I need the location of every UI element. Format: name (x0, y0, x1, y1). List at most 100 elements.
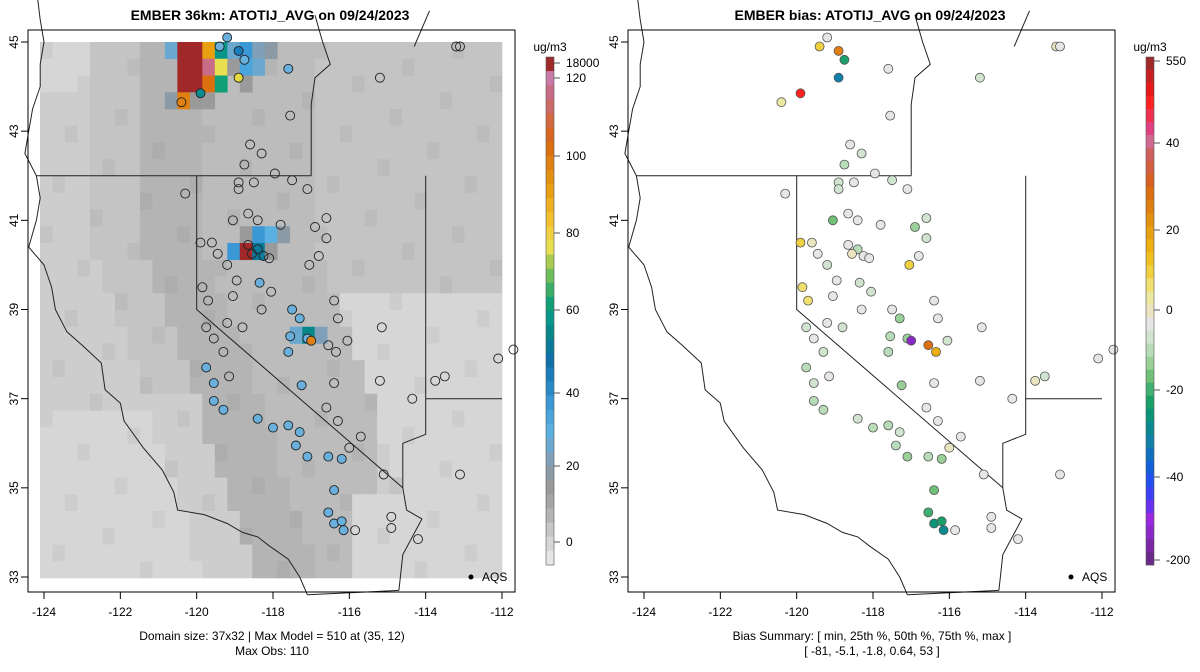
grid-cell (77, 393, 91, 411)
grid-cell-hotspot (227, 58, 241, 76)
site-marker (828, 291, 838, 302)
site-marker (285, 331, 296, 342)
grid-cell (314, 259, 328, 277)
grid-cell (427, 511, 440, 529)
site-marker (336, 453, 347, 464)
grid-cell (77, 259, 91, 277)
grid-cell (277, 276, 291, 294)
grid-cell (227, 159, 241, 177)
grid-cell-hotspot (277, 226, 291, 244)
grid-cell (89, 494, 103, 512)
site-marker (852, 215, 863, 226)
grid-cell (439, 460, 453, 478)
colorbar-swatch (1146, 200, 1154, 214)
grid-cell (227, 444, 241, 462)
grid-cell (364, 427, 378, 445)
grid-cell (477, 511, 490, 529)
grid-cell (364, 393, 378, 411)
grid-cell (177, 159, 191, 177)
grid-cell (239, 561, 253, 579)
grid-cell (277, 209, 291, 227)
grid-cell (364, 42, 378, 60)
colorbar-swatch (546, 550, 554, 566)
grid-cell (327, 259, 340, 277)
x-tick-label: -116 (338, 605, 361, 619)
grid-cell (352, 310, 365, 328)
site-marker (885, 110, 896, 121)
grid-cell (177, 259, 191, 277)
grid-cell (139, 75, 153, 93)
site-marker (883, 63, 894, 74)
grid-cell (214, 343, 228, 361)
grid-cell (402, 494, 415, 512)
grid-cell (439, 427, 453, 445)
grid-cell (64, 561, 78, 579)
grid-cell (64, 427, 78, 445)
grid-cell (214, 159, 228, 177)
grid-cell (402, 527, 415, 545)
grid-cell (214, 293, 228, 311)
grid-cell (339, 226, 353, 244)
grid-cell (327, 276, 340, 294)
y-tick-label: 33 (607, 570, 621, 584)
colorbar-swatch (546, 99, 554, 114)
aqs-marker-icon (468, 574, 474, 580)
grid-cell (40, 511, 53, 529)
grid-cell (477, 75, 490, 93)
grid-cell (77, 58, 91, 76)
grid-cell (377, 58, 390, 76)
grid-cell (139, 561, 153, 579)
grid-cell (177, 544, 191, 562)
grid-cell (427, 494, 440, 512)
grid-cell (352, 293, 365, 311)
grid-cell (364, 293, 378, 311)
grid-cell (402, 561, 415, 579)
site-marker (936, 453, 947, 464)
grid-cell (40, 494, 53, 512)
grid-cell (452, 360, 465, 378)
grid-cell (402, 343, 415, 361)
grid-cell (277, 460, 291, 478)
grid-cell (239, 125, 253, 143)
grid-cell (489, 159, 503, 177)
grid-cell (202, 544, 216, 562)
grid-cell (40, 444, 53, 462)
colorbar-unit: ug/m3 (533, 40, 567, 54)
site-marker (258, 251, 269, 261)
site-marker (975, 375, 985, 386)
colorbar-swatch (1146, 447, 1154, 462)
grid-cell (177, 293, 191, 311)
site-marker (831, 275, 842, 286)
grid-cell (89, 527, 103, 545)
site-marker (803, 295, 813, 306)
grid-cell (377, 276, 390, 294)
grid-cell (189, 561, 203, 579)
grid-cell (202, 226, 216, 244)
grid-cell (352, 226, 365, 244)
site-marker (938, 525, 949, 536)
grid-cell (327, 58, 340, 76)
grid-cell (439, 42, 453, 60)
grid-cell (264, 377, 278, 395)
grid-cell (177, 142, 191, 160)
colorbar-tick-label: 40 (1166, 136, 1180, 150)
grid-cell-hotspot (177, 92, 191, 110)
grid-cell (139, 259, 153, 277)
grid-cell (64, 209, 78, 227)
grid-cell (402, 109, 415, 127)
grid-cell (427, 75, 440, 93)
site-marker (283, 63, 294, 74)
bias-map-panel: EMBER bias: ATOTIJ_AVG on 09/24/2023 AQS… (607, 0, 1190, 658)
grid-cell (114, 259, 128, 277)
site-marker (818, 346, 829, 357)
y-tick-label: 37 (607, 392, 621, 406)
grid-cell (389, 527, 403, 545)
grid-cell (177, 511, 191, 529)
grid-cell (477, 343, 490, 361)
grid-cell (327, 75, 340, 93)
grid-cell (127, 109, 141, 127)
grid-cell (489, 410, 503, 428)
grid-cell (452, 58, 465, 76)
grid-cell (464, 176, 478, 194)
grid-cell (289, 159, 303, 177)
